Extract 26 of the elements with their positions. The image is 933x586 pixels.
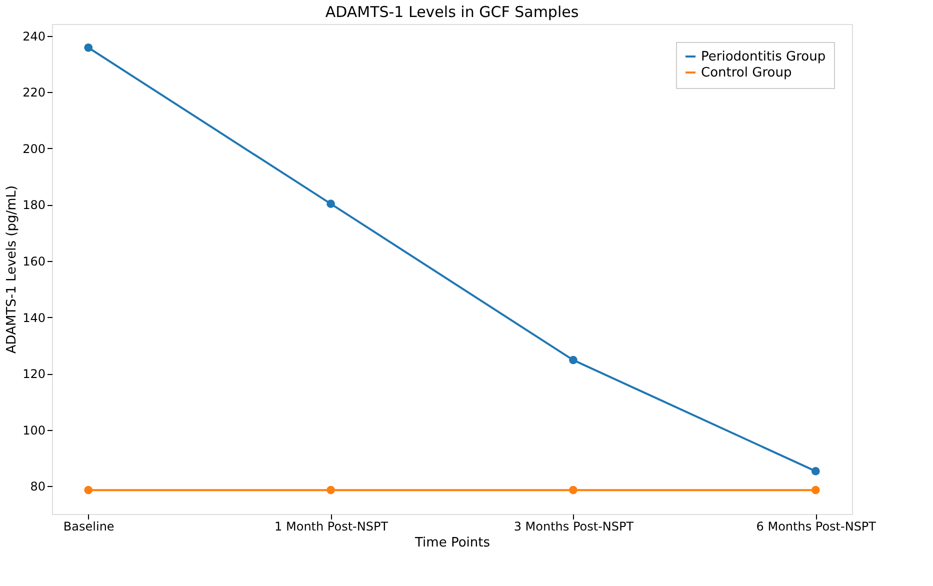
y-tick-label: 140 — [22, 310, 46, 325]
y-tick-label: 80 — [30, 480, 46, 494]
y-tick-label: 160 — [22, 254, 46, 268]
point — [326, 200, 335, 208]
x-tick-label: 6 Months Post-NSPT — [756, 520, 877, 534]
point — [811, 467, 820, 476]
y-axis-title: ADAMTS-1 Levels (pg/mL) — [4, 185, 20, 354]
legend-label: Control Group — [701, 66, 792, 80]
point — [84, 486, 93, 494]
point — [569, 486, 578, 494]
legend-label: Periodontitis Group — [701, 50, 826, 64]
chart-title: ADAMTS-1 Levels in GCF Samples — [325, 3, 579, 21]
point — [569, 356, 578, 364]
x-tick-label: 3 Months Post-NSPT — [514, 520, 634, 534]
x-tick-label: Baseline — [63, 520, 114, 534]
x-tick-label: 1 Month Post-NSPT — [274, 520, 389, 534]
y-tick-label: 180 — [22, 198, 46, 212]
y-tick-label: 120 — [22, 367, 46, 382]
y-tick-label: 200 — [22, 142, 46, 156]
point — [811, 486, 820, 494]
y-tick-label: 100 — [22, 423, 46, 438]
point — [326, 486, 335, 494]
y-tick-label: 220 — [22, 86, 46, 100]
point — [84, 43, 93, 52]
x-axis-title: Time Points — [414, 536, 490, 550]
y-tick-label: 240 — [22, 29, 46, 44]
